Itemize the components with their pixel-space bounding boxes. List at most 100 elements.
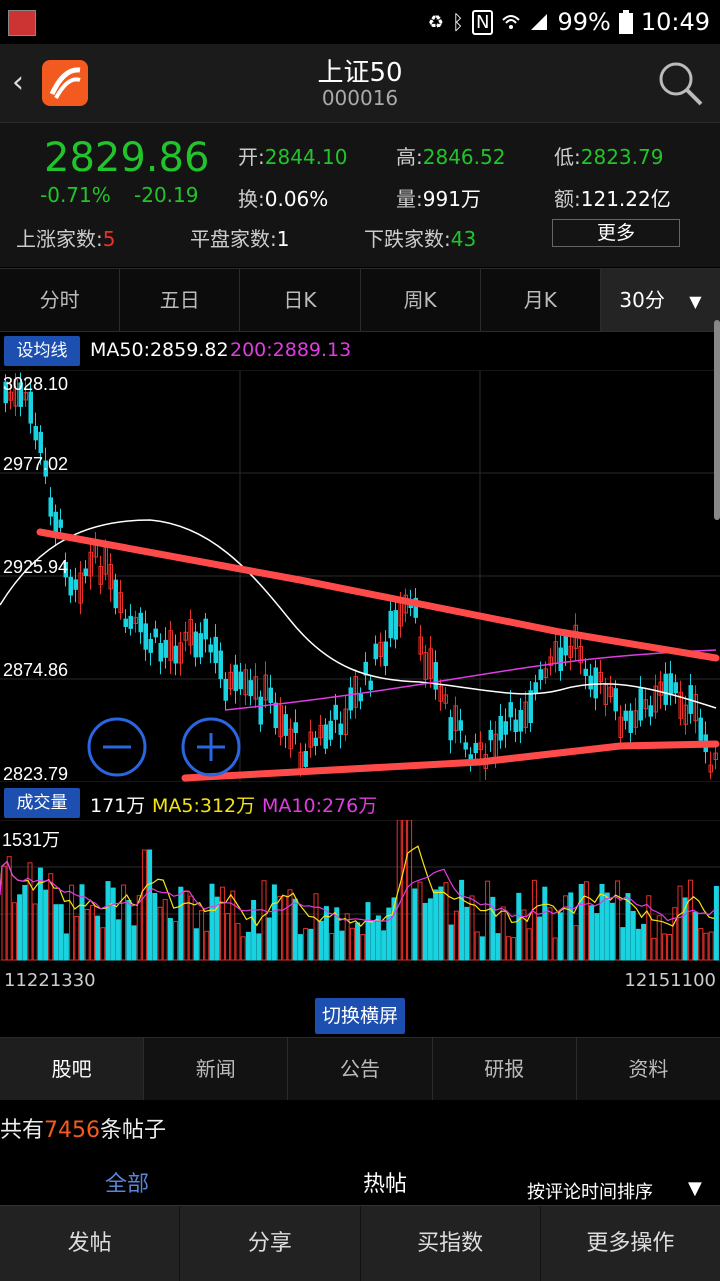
volume-bar (594, 913, 600, 961)
zoom-in-icon[interactable] (181, 717, 241, 777)
volume-bar (448, 924, 454, 961)
tab-intraday[interactable]: 分时 (0, 269, 121, 331)
candle (163, 639, 168, 658)
volume-bar (708, 931, 714, 961)
open-stat: 开:2844.10 (238, 141, 347, 170)
volume-bar (407, 820, 413, 961)
filter-hot[interactable]: 热帖 (363, 1172, 408, 1197)
rising-label: 上涨家数: (16, 227, 103, 251)
tab-announcements[interactable]: 公告 (288, 1038, 433, 1100)
volume-bar (147, 849, 153, 961)
candle (698, 717, 703, 741)
volume-ma-lines (0, 845, 715, 927)
volume-bar (22, 884, 28, 961)
candle (413, 597, 418, 618)
candle (253, 676, 258, 700)
kline-chart[interactable]: 3028.10 2977.02 2925.94 2874.86 2823.79 (0, 370, 720, 782)
volume-button[interactable]: 成交量 (4, 788, 80, 818)
volume-bar (453, 910, 459, 961)
volume-bar (110, 887, 116, 961)
resistance-trendline (36, 528, 720, 662)
volume-bar (386, 907, 392, 961)
candle (678, 691, 683, 719)
set-ma-button[interactable]: 设均线 (4, 336, 80, 366)
tab-30min[interactable]: 30分 ▼ (600, 269, 720, 331)
candle (378, 641, 383, 657)
volume-bar (204, 930, 210, 961)
candle (133, 616, 138, 624)
volume-bar (568, 892, 574, 961)
volume-bar (604, 892, 610, 961)
candle (168, 630, 173, 661)
more-actions-button[interactable]: 更多操作 (586, 1231, 675, 1256)
volume-bar (599, 883, 605, 961)
more-button[interactable]: 更多 (552, 219, 680, 247)
candle (338, 723, 343, 735)
open-label: 开: (238, 145, 265, 169)
volume-bar (209, 883, 215, 961)
landscape-button[interactable]: 切换横屏 (315, 998, 405, 1034)
buy-index-button[interactable]: 买指数 (361, 1206, 541, 1281)
volume-bar (58, 904, 64, 961)
candle (148, 638, 153, 653)
candle (358, 693, 363, 702)
candle (58, 519, 63, 528)
page-title: 上证50 (317, 58, 403, 88)
candle (318, 724, 323, 739)
candle (333, 704, 338, 720)
tab-weekly-k[interactable]: 周K (361, 269, 481, 331)
tab-monthly-k[interactable]: 月K (481, 269, 601, 331)
volume-bar (167, 918, 173, 961)
volume-bar (297, 934, 303, 961)
volume-bar (277, 895, 283, 961)
volume-chart[interactable]: 1531万 (0, 820, 720, 962)
scrollbar[interactable] (714, 320, 720, 520)
volume-bar (641, 923, 647, 961)
tab-daily-k[interactable]: 日K (240, 269, 361, 331)
volume-bar (230, 890, 236, 961)
volume-bar (48, 873, 54, 961)
tab-forum[interactable]: 股吧 (0, 1038, 145, 1100)
volume-bar (235, 923, 241, 961)
post-button[interactable]: 发帖 (0, 1206, 181, 1281)
volume-bar (1, 865, 7, 961)
back-icon[interactable]: ‹ (12, 65, 24, 100)
candle (173, 645, 178, 664)
candle (463, 742, 468, 750)
candle (448, 717, 453, 741)
stock-code: 000016 (321, 86, 399, 110)
candle (218, 650, 223, 680)
tab-research[interactable]: 研报 (433, 1038, 577, 1100)
share-button[interactable]: 分享 (180, 1206, 361, 1281)
volume-bar (682, 897, 688, 961)
candle (428, 648, 433, 679)
date-start: 11221330 (4, 970, 96, 991)
candle (668, 673, 673, 696)
volume-bar (271, 884, 277, 961)
tab-news[interactable]: 新闻 (144, 1038, 289, 1100)
volume-bar (308, 928, 314, 961)
candle (13, 379, 18, 407)
volume-bar (287, 889, 293, 961)
volume-ma10-line (0, 860, 715, 922)
volume-bar (141, 849, 147, 961)
candle (578, 645, 583, 664)
candle (498, 715, 503, 741)
tab-profile[interactable]: 资料 (628, 1057, 669, 1081)
volume-bar (131, 925, 137, 961)
volume-bar (225, 913, 231, 961)
volume-bar (74, 915, 80, 961)
triangle-down-icon[interactable]: ▼ (688, 1178, 702, 1199)
post-count-suffix: 条帖子 (100, 1118, 167, 1143)
volume-bar (677, 885, 683, 961)
filter-all[interactable]: 全部 (105, 1172, 150, 1197)
sort-selector[interactable]: 按评论时间排序 (527, 1182, 653, 1203)
zoom-out-icon[interactable] (87, 717, 147, 777)
current-price: 2829.86 (44, 135, 210, 181)
tab-five-day[interactable]: 五日 (120, 269, 241, 331)
search-icon[interactable] (655, 58, 705, 108)
volume-bar (656, 915, 662, 961)
candle (558, 647, 563, 671)
candle (193, 631, 198, 658)
kline-axis-labels: 3028.10 2977.02 2925.94 2874.86 2823.79 (3, 374, 68, 782)
